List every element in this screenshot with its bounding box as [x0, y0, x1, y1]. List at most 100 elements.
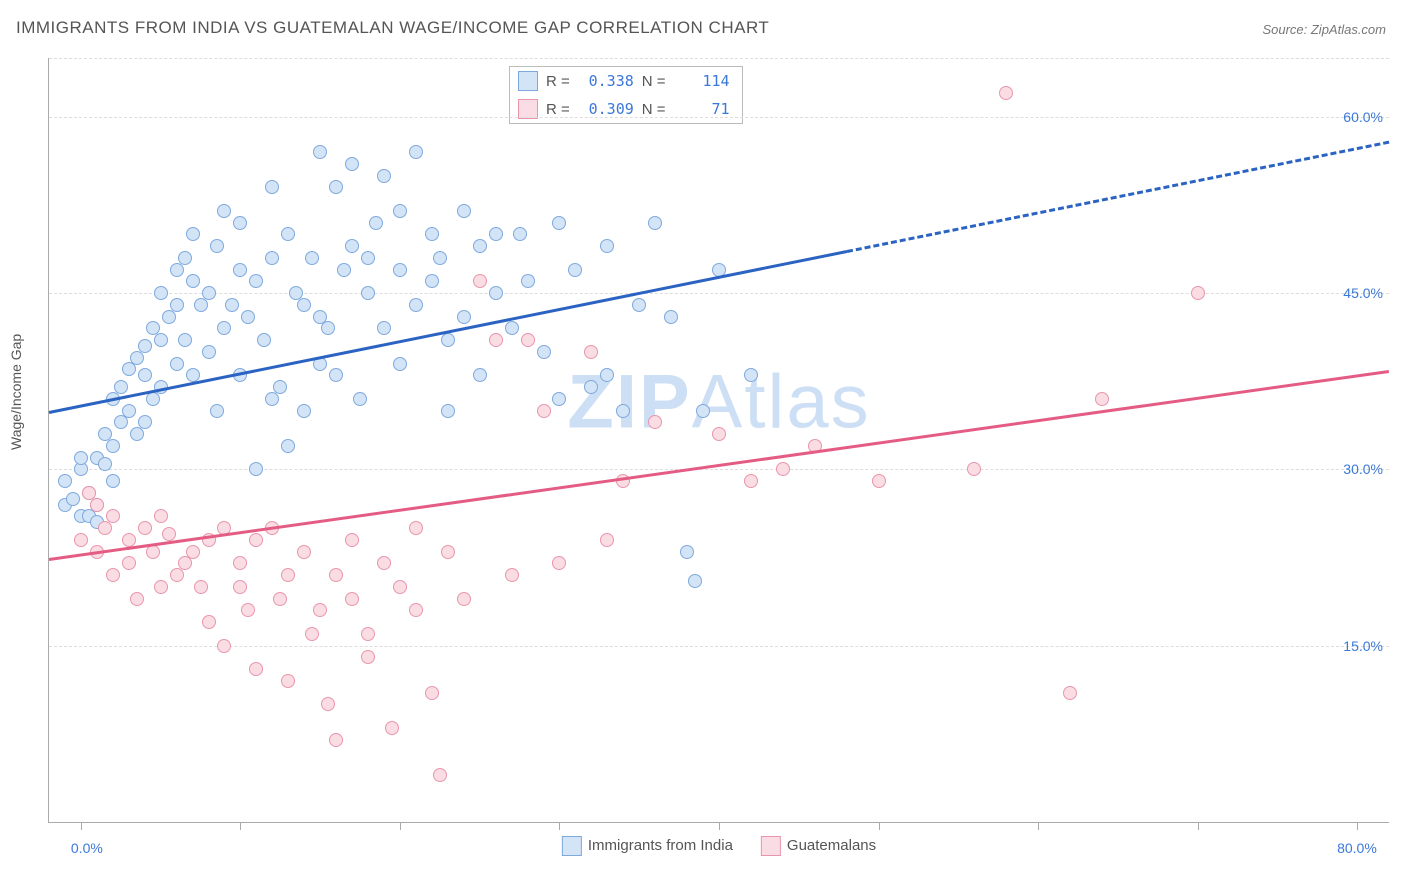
x-tick-label: 80.0% — [1337, 840, 1377, 856]
data-point-india — [265, 251, 279, 265]
data-point-guatemala — [178, 556, 192, 570]
data-point-india — [202, 345, 216, 359]
chart-title: IMMIGRANTS FROM INDIA VS GUATEMALAN WAGE… — [16, 18, 769, 38]
data-point-india — [130, 427, 144, 441]
legend-item-guatemala: Guatemalans — [761, 836, 876, 856]
data-point-guatemala — [249, 662, 263, 676]
data-point-india — [178, 333, 192, 347]
x-tick — [1357, 822, 1358, 830]
r-value-guatemala: 0.309 — [578, 100, 634, 118]
swatch-india-icon — [562, 836, 582, 856]
data-point-india — [600, 368, 614, 382]
data-point-india — [138, 415, 152, 429]
data-point-india — [130, 351, 144, 365]
data-point-guatemala — [441, 545, 455, 559]
data-point-india — [393, 357, 407, 371]
data-point-guatemala — [473, 274, 487, 288]
data-point-guatemala — [233, 556, 247, 570]
data-point-guatemala — [154, 580, 168, 594]
data-point-india — [473, 368, 487, 382]
data-point-guatemala — [241, 603, 255, 617]
source-value: ZipAtlas.com — [1311, 22, 1386, 37]
data-point-india — [202, 286, 216, 300]
data-point-india — [409, 298, 423, 312]
data-point-india — [233, 216, 247, 230]
data-point-guatemala — [106, 509, 120, 523]
data-point-guatemala — [154, 509, 168, 523]
data-point-guatemala — [457, 592, 471, 606]
data-point-india — [696, 404, 710, 418]
data-point-india — [744, 368, 758, 382]
n-label: N = — [642, 101, 666, 118]
r-value-india: 0.338 — [578, 72, 634, 90]
data-point-india — [457, 310, 471, 324]
data-point-india — [273, 380, 287, 394]
data-point-guatemala — [305, 627, 319, 641]
data-point-india — [568, 263, 582, 277]
data-point-guatemala — [489, 333, 503, 347]
legend-label-india: Immigrants from India — [588, 837, 733, 854]
data-point-india — [361, 286, 375, 300]
gridline — [49, 58, 1389, 59]
y-tick-label: 45.0% — [1343, 285, 1383, 301]
data-point-guatemala — [1095, 392, 1109, 406]
y-tick-label: 60.0% — [1343, 109, 1383, 125]
data-point-guatemala — [122, 533, 136, 547]
data-point-india — [688, 574, 702, 588]
chart-container: Wage/Income Gap ZIPAtlas R = 0.338 N = 1… — [0, 50, 1406, 892]
data-point-india — [170, 298, 184, 312]
data-point-india — [409, 145, 423, 159]
data-point-india — [106, 439, 120, 453]
data-point-guatemala — [273, 592, 287, 606]
data-point-guatemala — [329, 568, 343, 582]
trendline-india-dashed — [846, 140, 1389, 252]
data-point-guatemala — [130, 592, 144, 606]
data-point-india — [186, 274, 200, 288]
data-point-guatemala — [1191, 286, 1205, 300]
data-point-guatemala — [361, 627, 375, 641]
data-point-india — [265, 180, 279, 194]
y-axis-label: Wage/Income Gap — [8, 334, 24, 450]
data-point-guatemala — [776, 462, 790, 476]
legend-row-guatemala: R = 0.309 N = 71 — [510, 95, 742, 123]
data-point-india — [457, 204, 471, 218]
n-label: N = — [642, 73, 666, 90]
data-point-india — [329, 368, 343, 382]
data-point-india — [122, 404, 136, 418]
swatch-guatemala-icon — [761, 836, 781, 856]
y-tick-label: 30.0% — [1343, 461, 1383, 477]
data-point-india — [664, 310, 678, 324]
data-point-india — [138, 339, 152, 353]
correlation-legend: R = 0.338 N = 114 R = 0.309 N = 71 — [509, 66, 743, 124]
data-point-guatemala — [377, 556, 391, 570]
data-point-guatemala — [345, 533, 359, 547]
source-label: Source: — [1262, 22, 1310, 37]
data-point-india — [321, 321, 335, 335]
data-point-india — [473, 239, 487, 253]
data-point-india — [441, 333, 455, 347]
data-point-india — [489, 286, 503, 300]
data-point-india — [210, 404, 224, 418]
x-tick — [240, 822, 241, 830]
x-tick-label: 0.0% — [71, 840, 103, 856]
data-point-guatemala — [552, 556, 566, 570]
y-tick-label: 15.0% — [1343, 638, 1383, 654]
data-point-guatemala — [600, 533, 614, 547]
data-point-india — [537, 345, 551, 359]
data-point-india — [680, 545, 694, 559]
data-point-india — [154, 286, 168, 300]
data-point-guatemala — [281, 674, 295, 688]
n-value-india: 114 — [674, 72, 730, 90]
data-point-guatemala — [521, 333, 535, 347]
data-point-india — [265, 392, 279, 406]
data-point-india — [281, 439, 295, 453]
data-point-guatemala — [138, 521, 152, 535]
data-point-guatemala — [313, 603, 327, 617]
data-point-guatemala — [505, 568, 519, 582]
data-point-guatemala — [321, 697, 335, 711]
data-point-guatemala — [345, 592, 359, 606]
data-point-india — [297, 298, 311, 312]
data-point-guatemala — [999, 86, 1013, 100]
x-tick — [879, 822, 880, 830]
data-point-india — [305, 251, 319, 265]
